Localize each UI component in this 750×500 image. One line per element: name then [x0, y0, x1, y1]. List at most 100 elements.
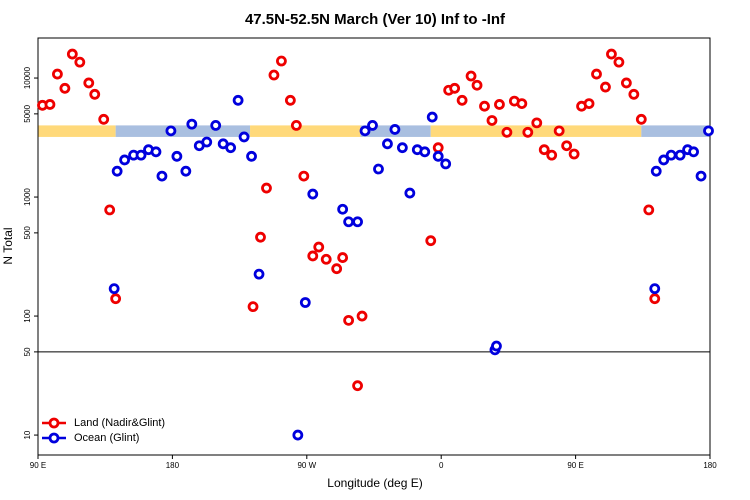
data-point	[389, 124, 401, 135]
data-point	[261, 182, 272, 194]
data-point	[695, 170, 707, 182]
y-axis-label: N Total	[1, 227, 15, 264]
data-point	[104, 204, 116, 216]
y-tick-label: 500	[23, 226, 32, 240]
data-point	[52, 68, 63, 80]
x-tick-label: 90 E	[30, 461, 46, 470]
data-point	[352, 380, 363, 392]
data-point	[337, 203, 349, 215]
data-point	[538, 144, 550, 156]
data-point	[491, 340, 502, 352]
data-point	[290, 119, 302, 131]
data-point	[600, 81, 611, 93]
data-point	[331, 263, 343, 275]
y-tick-label: 100	[23, 309, 32, 323]
data-point	[246, 150, 257, 162]
data-point	[658, 154, 670, 166]
band-segment	[115, 125, 251, 137]
data-point	[501, 126, 513, 138]
data-point	[276, 55, 287, 67]
data-point	[74, 56, 86, 68]
data-point	[688, 146, 699, 158]
y-tick-label: 5000	[23, 104, 32, 122]
data-point	[426, 111, 438, 123]
data-point	[703, 125, 714, 137]
data-point	[494, 99, 505, 110]
chart-title: 47.5N-52.5N March (Ver 10) Inf to -Inf	[245, 11, 506, 28]
data-point	[119, 154, 131, 166]
data-point	[44, 99, 56, 110]
data-point	[337, 252, 349, 263]
data-point	[606, 48, 617, 60]
data-point	[613, 56, 625, 68]
data-point	[186, 118, 198, 130]
y-tick-label: 50	[23, 347, 32, 356]
data-point	[313, 241, 325, 253]
data-point	[171, 150, 183, 162]
data-point	[89, 88, 101, 100]
data-point	[643, 204, 655, 216]
data-point	[110, 293, 122, 305]
data-point	[165, 125, 177, 137]
data-point	[635, 113, 647, 125]
legend-marker	[48, 417, 60, 429]
data-point	[343, 314, 355, 326]
data-point	[583, 98, 595, 109]
data-point	[561, 140, 573, 152]
data-point	[253, 268, 265, 280]
data-point	[320, 253, 332, 265]
data-point	[665, 149, 677, 161]
x-tick-label: 0	[439, 461, 444, 470]
data-point	[382, 138, 393, 150]
data-point	[180, 165, 192, 177]
data-point	[649, 283, 661, 295]
data-point	[268, 69, 280, 81]
data-point	[522, 126, 534, 138]
x-tick-label: 90 W	[297, 461, 316, 470]
data-point	[292, 429, 304, 441]
data-point	[546, 149, 558, 161]
data-point	[404, 187, 416, 199]
data-point	[650, 165, 662, 177]
data-point	[568, 148, 580, 160]
data-point	[135, 149, 147, 161]
y-tick-label: 1000	[23, 188, 32, 206]
x-axis-label: Longitude (deg E)	[327, 476, 422, 490]
legend-marker	[48, 432, 60, 444]
x-tick-label: 180	[166, 461, 180, 470]
data-point	[465, 70, 477, 82]
band-segment	[250, 125, 361, 137]
data-point	[352, 216, 363, 228]
data-point	[298, 170, 310, 182]
data-point	[425, 235, 437, 247]
legend-label: Ocean (Glint)	[74, 432, 139, 444]
x-tick-label: 90 E	[567, 461, 583, 470]
x-tick-label: 180	[703, 461, 717, 470]
data-point	[343, 216, 355, 228]
y-tick-label: 10	[23, 430, 32, 439]
data-point	[156, 170, 168, 182]
data-point	[238, 131, 250, 143]
data-point	[591, 68, 602, 80]
data-point	[486, 115, 498, 126]
data-point	[628, 88, 640, 100]
y-tick-label: 10000	[23, 66, 32, 89]
data-point	[150, 146, 162, 158]
data-point	[471, 79, 483, 91]
data-point	[432, 150, 444, 162]
data-point	[66, 48, 78, 60]
data-point	[98, 113, 110, 125]
data-point	[419, 146, 431, 158]
data-point	[531, 117, 543, 129]
data-point	[367, 119, 378, 131]
data-point	[201, 136, 213, 148]
data-point	[356, 310, 368, 322]
data-point	[396, 142, 408, 154]
data-point	[111, 165, 123, 177]
data-point	[516, 98, 528, 109]
legend-label: Land (Nadir&Glint)	[74, 417, 165, 429]
data-point	[59, 82, 71, 94]
data-point	[649, 293, 661, 305]
data-point	[479, 100, 490, 112]
